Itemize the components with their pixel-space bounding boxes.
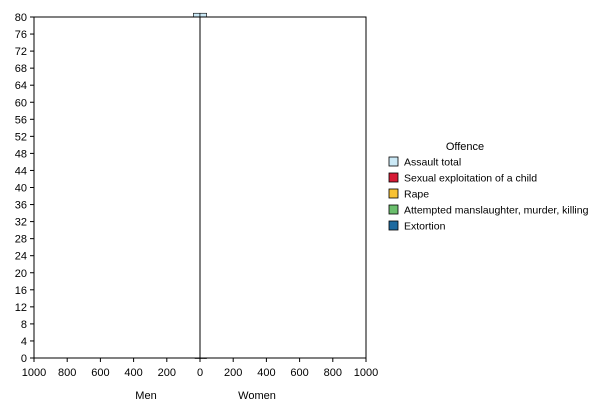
x-tick-label: 1000 — [22, 367, 46, 379]
y-tick-label: 28 — [15, 234, 27, 246]
y-tick-label: 60 — [15, 97, 27, 109]
legend-swatch — [388, 220, 399, 231]
x-caption-men: Men — [135, 390, 156, 402]
y-tick-label: 4 — [21, 336, 27, 348]
y-tick-label: 72 — [15, 46, 27, 58]
x-tick-label: 400 — [257, 367, 275, 379]
y-tick-label: 40 — [15, 183, 27, 195]
x-tick-label: 800 — [324, 367, 342, 379]
y-tick-label: 48 — [15, 148, 27, 160]
y-tick-label: 44 — [15, 165, 27, 177]
legend-title: Offence — [446, 141, 484, 153]
y-tick-label: 12 — [15, 302, 27, 314]
y-tick-label: 0 — [21, 353, 27, 365]
legend-swatch — [388, 204, 399, 215]
y-tick-label: 64 — [15, 80, 27, 92]
legend-label: Rape — [404, 189, 429, 201]
legend: Offence Assault total Sexual exploitation … — [388, 141, 589, 233]
x-tick-label: 600 — [290, 367, 308, 379]
legend-label: Assault total — [404, 157, 461, 169]
legend-label: Attempted manslaughter, murder, killing — [404, 205, 589, 217]
x-tick-label: 400 — [124, 367, 142, 379]
x-tick-label: 200 — [224, 367, 242, 379]
y-tick-label: 16 — [15, 285, 27, 297]
legend-swatch — [388, 188, 399, 199]
y-tick-label: 8 — [21, 319, 27, 331]
y-tick-label: 52 — [15, 131, 27, 143]
y-tick-label: 56 — [15, 114, 27, 126]
legend-label: Extortion — [404, 221, 446, 233]
legend-swatch — [388, 172, 399, 183]
y-tick-label: 76 — [15, 29, 27, 41]
x-tick-label: 0 — [197, 367, 203, 379]
axes-layer: 0481216202428323640444852566064687276801… — [15, 12, 378, 402]
legend-label: Sexual exploitation of a child — [404, 173, 537, 185]
y-tick-label: 20 — [15, 268, 27, 280]
x-caption-women: Women — [238, 390, 276, 402]
y-tick-label: 32 — [15, 217, 27, 229]
y-tick-label: 80 — [15, 12, 27, 24]
y-tick-label: 36 — [15, 200, 27, 212]
legend-swatch — [388, 156, 399, 167]
x-tick-label: 1000 — [354, 367, 378, 379]
x-tick-label: 200 — [158, 367, 176, 379]
y-tick-label: 24 — [15, 251, 27, 263]
x-tick-label: 800 — [58, 367, 76, 379]
x-tick-label: 600 — [91, 367, 109, 379]
y-tick-label: 68 — [15, 63, 27, 75]
